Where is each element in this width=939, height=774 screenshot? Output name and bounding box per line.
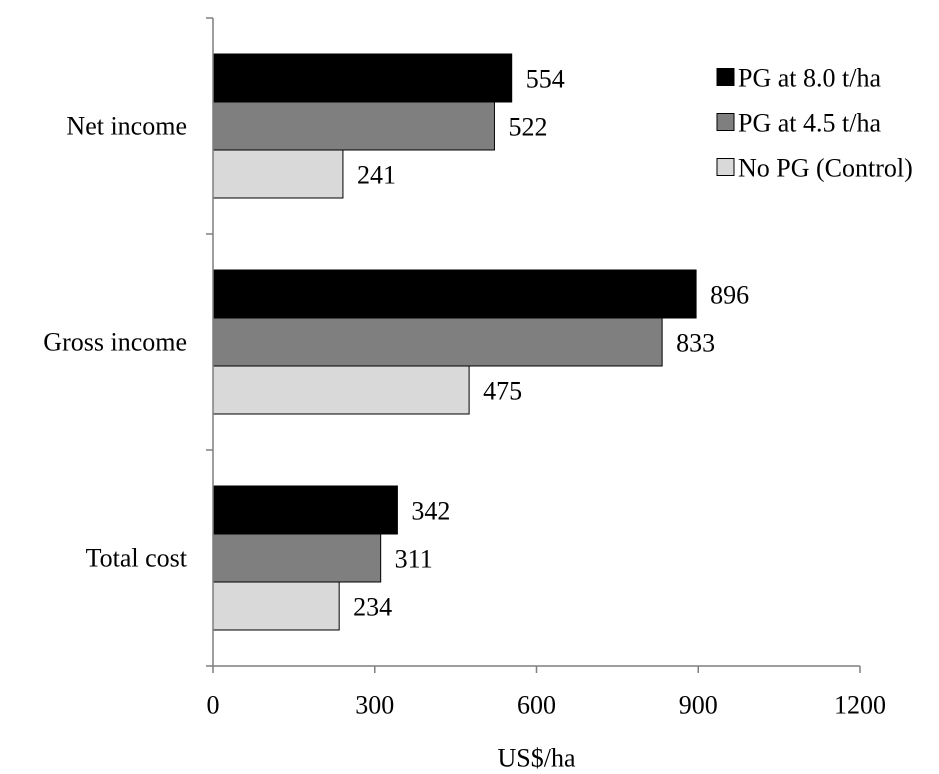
data-label: 833 [676, 329, 715, 358]
bar-1-0 [212, 269, 697, 319]
data-label: 475 [483, 377, 522, 406]
data-label: 311 [395, 545, 433, 574]
category-label: Total cost [86, 544, 188, 573]
bar-1-1 [212, 317, 663, 367]
data-label: 554 [526, 65, 565, 94]
legend-swatch [716, 158, 735, 176]
x-tick-label: 1200 [834, 691, 886, 720]
category-label: Gross income [43, 328, 187, 357]
bar-2-0 [212, 485, 398, 535]
data-label: 522 [508, 113, 547, 142]
bar-1-2 [212, 365, 470, 415]
x-tick-label: 900 [679, 691, 718, 720]
bar-2-2 [212, 581, 340, 631]
bar-0-1 [212, 101, 495, 151]
x-axis-label: US$/ha [498, 744, 576, 773]
legend-label: No PG (Control) [738, 154, 913, 183]
bar-2-1 [212, 533, 382, 583]
category-label: Net income [66, 112, 187, 141]
legend-swatch [716, 113, 735, 131]
x-tick-label: 600 [517, 691, 556, 720]
x-tick-label: 300 [355, 691, 394, 720]
bar-0-0 [212, 53, 513, 103]
legend-swatch [716, 68, 735, 86]
bar-0-2 [212, 149, 344, 199]
data-label: 241 [357, 161, 396, 190]
legend-label: PG at 4.5 t/ha [738, 109, 881, 138]
data-label: 342 [411, 497, 450, 526]
data-label: 234 [353, 593, 392, 622]
legend-label: PG at 8.0 t/ha [738, 64, 881, 93]
x-tick-label: 0 [207, 691, 220, 720]
data-label: 896 [710, 281, 749, 310]
